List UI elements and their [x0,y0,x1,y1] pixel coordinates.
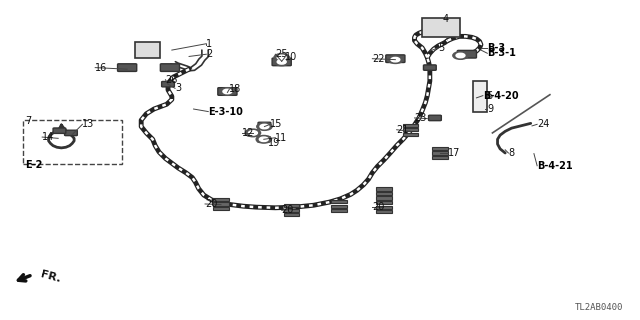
Bar [332,204,347,208]
Bar [284,204,299,207]
Text: 3: 3 [175,83,181,93]
Circle shape [274,58,289,66]
Text: 6: 6 [486,91,492,101]
Text: 2: 2 [206,49,212,59]
FancyBboxPatch shape [272,58,291,66]
Text: 23: 23 [415,113,427,123]
Bar [433,151,448,155]
Text: 1: 1 [206,39,212,49]
Text: E-2: E-2 [25,160,42,170]
Circle shape [388,56,403,63]
Circle shape [274,53,289,61]
Bar [284,213,299,216]
Bar [376,192,392,195]
Text: 18: 18 [229,84,241,94]
Text: 13: 13 [83,119,95,129]
Text: 20: 20 [205,199,218,209]
Bar [473,81,487,112]
Text: 21: 21 [397,125,409,135]
Text: B-3: B-3 [487,43,506,53]
Text: E-3-10: E-3-10 [208,107,243,116]
Circle shape [256,135,271,143]
Bar [213,207,228,210]
Text: 11: 11 [275,133,287,143]
Bar [376,210,392,213]
Bar [332,209,347,212]
FancyBboxPatch shape [53,128,66,133]
FancyBboxPatch shape [258,122,271,128]
Text: 15: 15 [270,119,283,129]
Bar [213,202,228,205]
Bar [403,128,419,131]
Text: 24: 24 [537,119,550,129]
FancyBboxPatch shape [118,64,137,71]
Circle shape [223,89,232,94]
Bar [422,18,461,37]
FancyBboxPatch shape [65,130,77,136]
FancyBboxPatch shape [424,65,436,70]
Text: B-3-1: B-3-1 [487,48,516,58]
Circle shape [277,55,286,60]
Text: 14: 14 [42,132,54,142]
Text: 8: 8 [508,148,515,158]
Text: 5: 5 [438,43,444,53]
Bar [284,209,299,212]
Text: 7: 7 [25,116,31,126]
Text: 26: 26 [166,75,178,85]
Text: 20: 20 [372,202,385,212]
Text: 12: 12 [242,128,255,138]
Text: B-4-20: B-4-20 [483,91,518,101]
Text: FR.: FR. [39,270,61,285]
FancyBboxPatch shape [135,42,161,58]
Bar [403,124,419,127]
Circle shape [248,131,257,135]
Circle shape [391,57,400,62]
Circle shape [220,88,235,95]
Circle shape [456,53,465,58]
Text: 17: 17 [448,148,460,158]
Bar [332,200,347,203]
Text: 19: 19 [268,139,280,148]
Bar [433,147,448,150]
Bar [433,156,448,159]
Circle shape [257,123,272,130]
Circle shape [453,52,468,59]
Text: 20: 20 [282,205,294,215]
Text: 22: 22 [372,54,385,64]
Text: TL2AB0400: TL2AB0400 [575,303,623,312]
Text: B-4-21: B-4-21 [537,161,573,171]
Bar [376,188,392,191]
Bar [213,198,228,201]
Text: 9: 9 [487,104,493,114]
FancyBboxPatch shape [162,82,174,87]
Bar [376,201,392,204]
Bar [376,205,392,209]
Bar [23,120,122,164]
Circle shape [259,137,268,141]
Text: 25: 25 [275,49,288,59]
Text: 4: 4 [443,14,449,24]
FancyBboxPatch shape [218,88,237,95]
Circle shape [260,124,269,129]
FancyBboxPatch shape [458,50,476,58]
Bar [376,196,392,199]
FancyBboxPatch shape [161,64,179,71]
Circle shape [245,129,260,137]
FancyBboxPatch shape [429,115,442,121]
Text: 16: 16 [95,63,108,73]
Bar [403,132,419,136]
FancyBboxPatch shape [257,137,270,142]
FancyBboxPatch shape [246,130,259,136]
Circle shape [277,60,286,64]
FancyBboxPatch shape [386,55,405,62]
Text: 10: 10 [285,52,297,62]
